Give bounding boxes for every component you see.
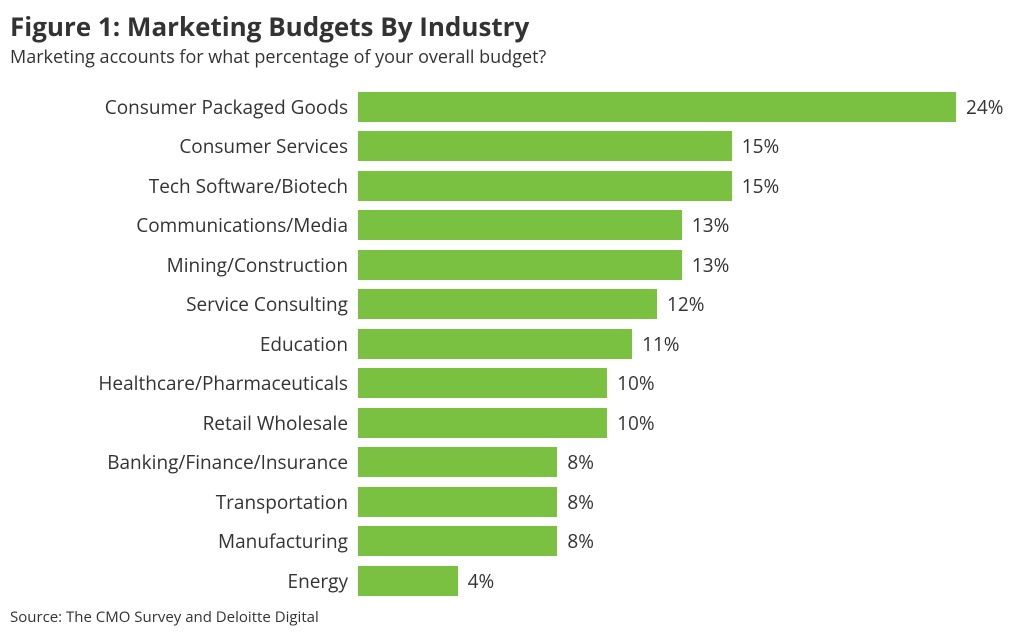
bar: [358, 368, 607, 398]
bar: [358, 171, 732, 201]
chart-row: Consumer Services 15%: [10, 127, 996, 167]
value-label: 4%: [458, 568, 495, 594]
chart-row: Service Consulting 12%: [10, 285, 996, 325]
chart-row: Consumer Packaged Goods24%: [10, 87, 996, 127]
bar-area: 8%: [358, 447, 996, 477]
value-label: 10%: [607, 410, 654, 436]
category-label: Consumer Services: [10, 133, 358, 159]
category-label: Retail Wholesale: [10, 410, 358, 436]
bar: [358, 210, 682, 240]
category-label: Energy: [10, 568, 358, 594]
chart-row: Manufacturing 8%: [10, 522, 996, 562]
value-label: 13%: [682, 212, 729, 238]
bar: [358, 487, 557, 517]
bar: [358, 92, 956, 122]
value-label: 12%: [657, 291, 704, 317]
value-label: 15%: [732, 173, 779, 199]
chart-row: Communications/Media 13%: [10, 206, 996, 246]
value-label: 11%: [632, 331, 679, 357]
bar-area: 10%: [358, 408, 996, 438]
category-label: Communications/Media: [10, 212, 358, 238]
chart-source: Source: The CMO Survey and Deloitte Digi…: [10, 607, 319, 627]
bar-chart: Consumer Packaged Goods24%Consumer Servi…: [10, 87, 996, 601]
chart-row: Education 11%: [10, 324, 996, 364]
bar: [358, 447, 557, 477]
chart-row: Healthcare/Pharmaceuticals 10%: [10, 364, 996, 404]
bar: [358, 408, 607, 438]
category-label: Mining/Construction: [10, 252, 358, 278]
bar-area: 15%: [358, 171, 996, 201]
chart-row: Energy 4%: [10, 561, 996, 601]
category-label: Education: [10, 331, 358, 357]
category-label: Healthcare/Pharmaceuticals: [10, 370, 358, 396]
category-label: Manufacturing: [10, 528, 358, 554]
bar-area: 10%: [358, 368, 996, 398]
bar: [358, 526, 557, 556]
value-label: 13%: [682, 252, 729, 278]
chart-row: Mining/Construction 13%: [10, 245, 996, 285]
value-label: 8%: [557, 449, 594, 475]
bar-area: 8%: [358, 526, 996, 556]
value-label: 8%: [557, 528, 594, 554]
bar: [358, 250, 682, 280]
chart-row: Banking/Finance/Insurance 8%: [10, 443, 996, 483]
value-label: 15%: [732, 133, 779, 159]
chart-title: Figure 1: Marketing Budgets By Industry: [10, 10, 996, 44]
value-label: 24%: [956, 94, 1003, 120]
bar: [358, 566, 458, 596]
bar-area: 24%: [358, 92, 1003, 122]
value-label: 8%: [557, 489, 594, 515]
category-label: Consumer Packaged Goods: [10, 94, 358, 120]
chart-row: Retail Wholesale 10%: [10, 403, 996, 443]
value-label: 10%: [607, 370, 654, 396]
bar-area: 12%: [358, 289, 996, 319]
chart-subtitle: Marketing accounts for what percentage o…: [10, 46, 996, 69]
bar-area: 13%: [358, 210, 996, 240]
category-label: Service Consulting: [10, 291, 358, 317]
bar-area: 13%: [358, 250, 996, 280]
bar-area: 8%: [358, 487, 996, 517]
chart-row: Tech Software/Biotech 15%: [10, 166, 996, 206]
chart-row: Transportation 8%: [10, 482, 996, 522]
bar-area: 4%: [358, 566, 996, 596]
bar: [358, 289, 657, 319]
bar-area: 11%: [358, 329, 996, 359]
bar-area: 15%: [358, 131, 996, 161]
category-label: Transportation: [10, 489, 358, 515]
category-label: Banking/Finance/Insurance: [10, 449, 358, 475]
bar: [358, 329, 632, 359]
bar: [358, 131, 732, 161]
category-label: Tech Software/Biotech: [10, 173, 358, 199]
